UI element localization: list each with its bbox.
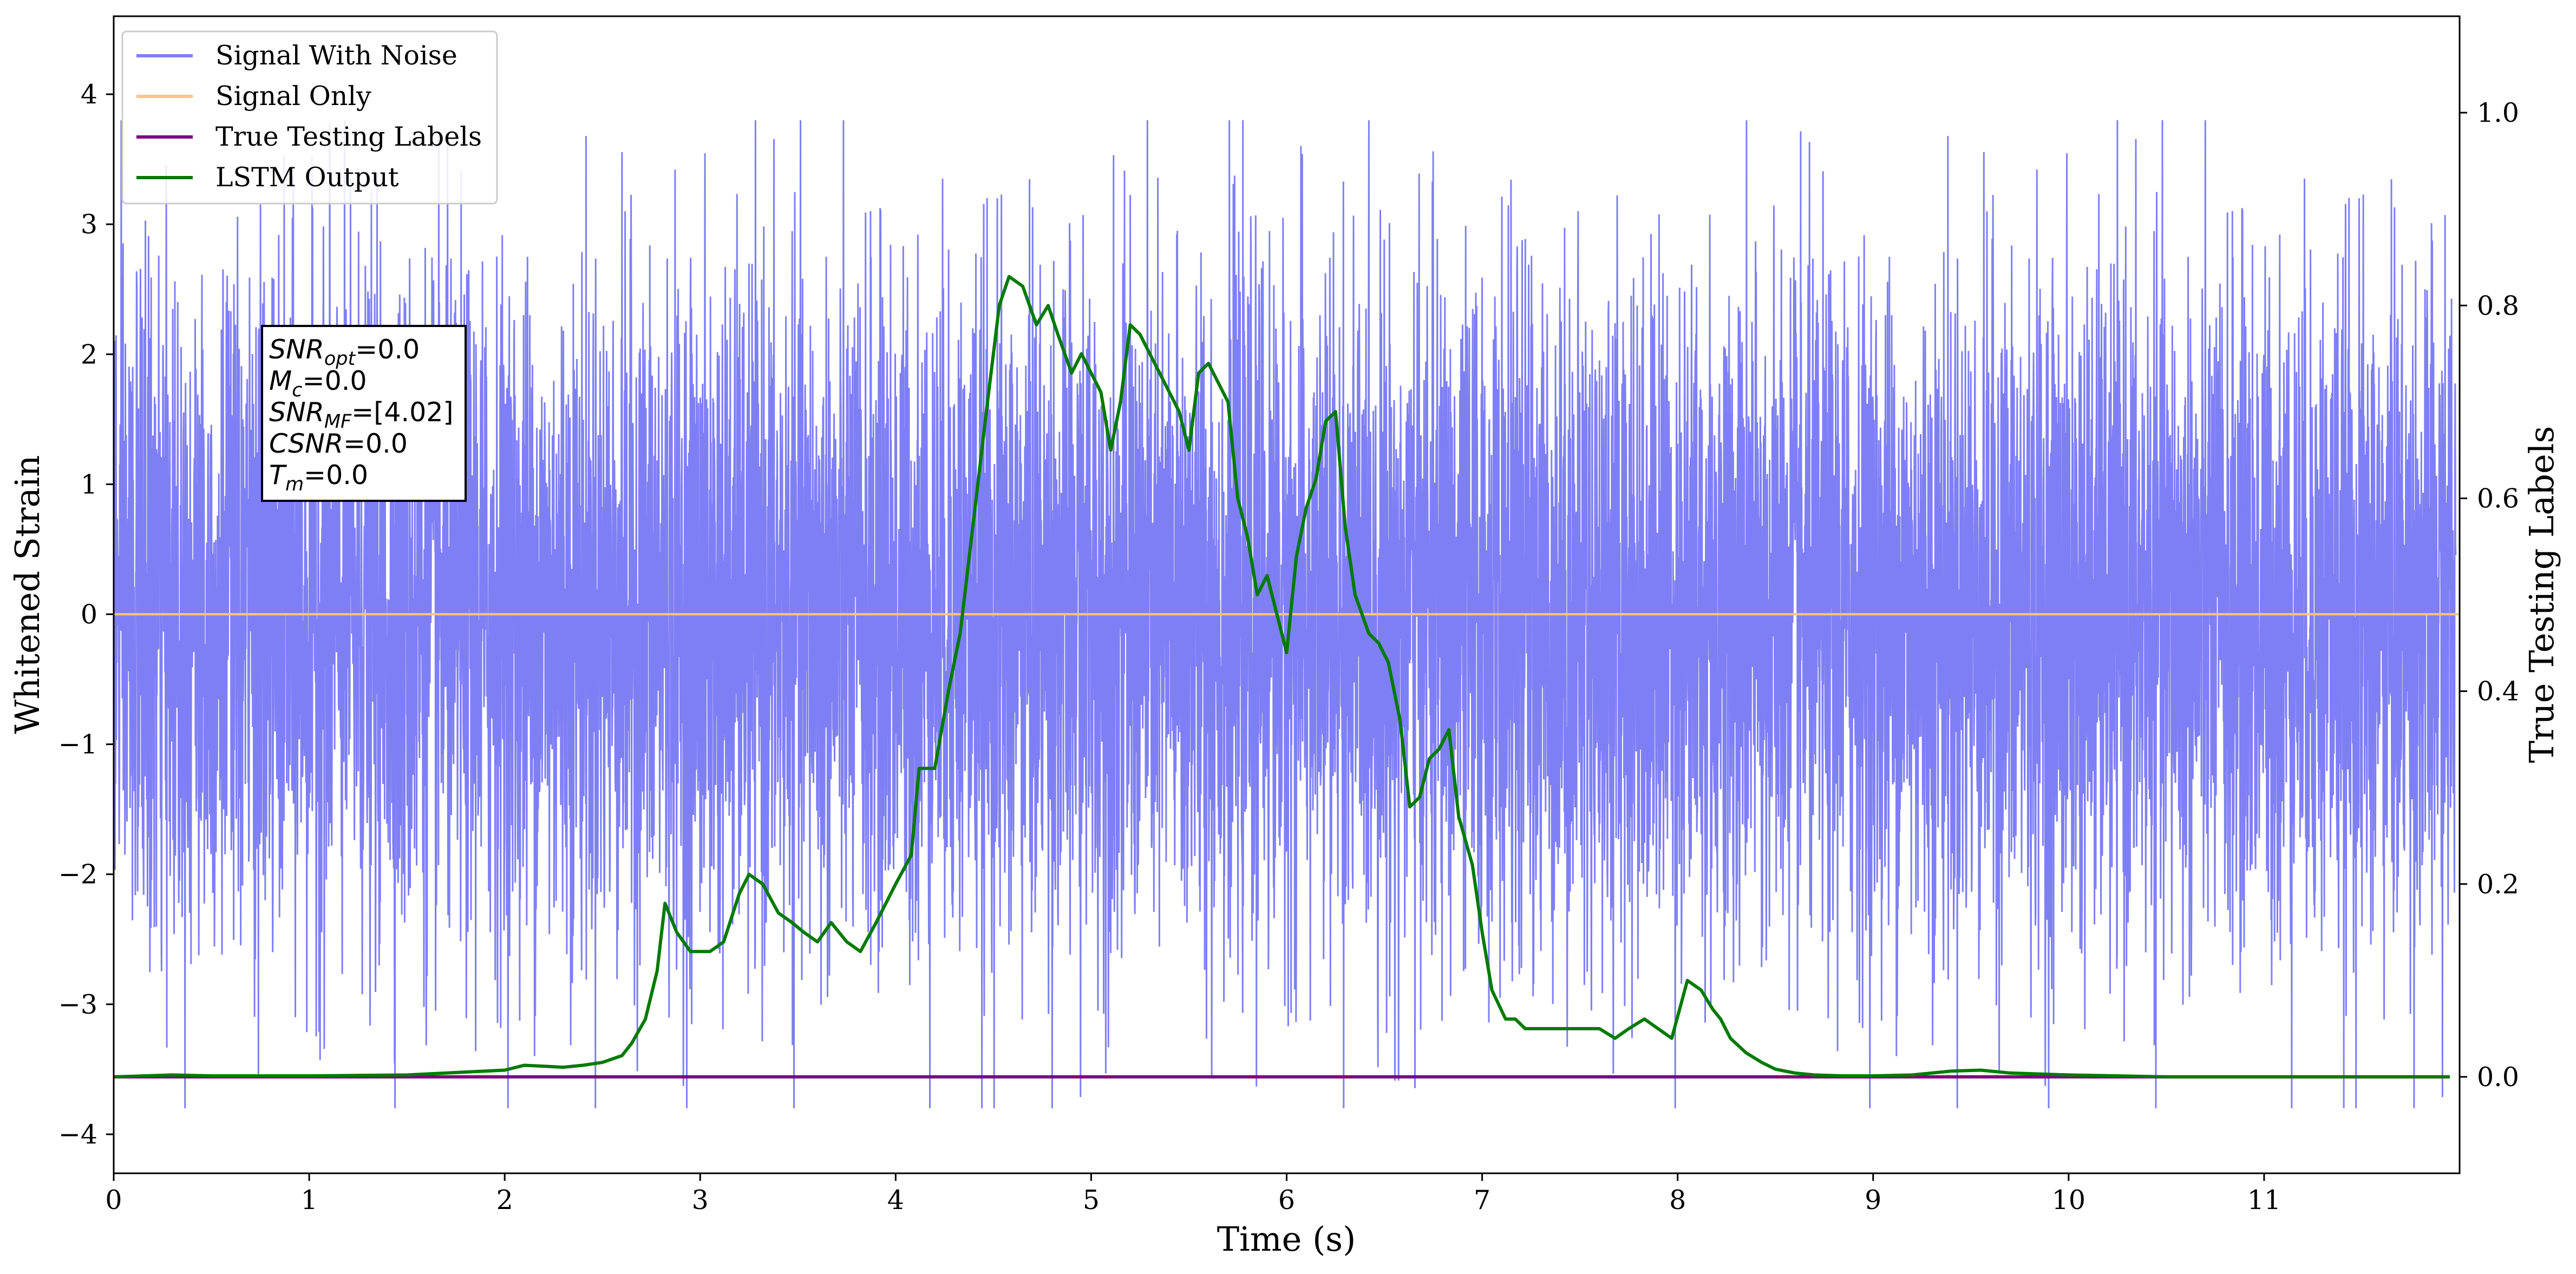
- annotation-line: SNRMF=[4.02]: [269, 397, 454, 433]
- annotation-box: SNRopt=0.0Mc=0.0SNRMF=[4.02]CSNR=0.0Tm=0…: [261, 325, 467, 502]
- x-tick-label: 8: [1669, 1185, 1686, 1216]
- legend: Signal With Noise Signal Only True Testing…: [121, 30, 498, 205]
- x-tick-label: 10: [2052, 1185, 2085, 1216]
- x-tick-label: 3: [692, 1185, 709, 1216]
- series-line-signal-with-noise: [113, 120, 2457, 1108]
- y-tick-label: 2: [81, 339, 97, 370]
- legend-label: Signal With Noise: [215, 40, 457, 71]
- y-tick-label: 0: [81, 599, 97, 630]
- y2-tick-label: 0.6: [2477, 483, 2519, 514]
- y-axis-right: 0.0 0.2 0.4 0.6 0.8 1.0: [2460, 97, 2519, 1093]
- y2-tick-label: 0.8: [2477, 290, 2519, 321]
- legend-label: LSTM Output: [215, 162, 399, 193]
- legend-label: True Testing Labels: [215, 121, 482, 152]
- x-tick-label: 4: [887, 1185, 904, 1216]
- y-tick-label: 1: [81, 469, 97, 500]
- y-tick-label: −3: [58, 989, 97, 1020]
- y2-tick-label: 1.0: [2477, 97, 2519, 128]
- x-tick-label: 5: [1083, 1185, 1100, 1216]
- annotation-line: SNRopt=0.0: [269, 334, 420, 370]
- y-axis-title: Whitened Strain: [8, 455, 47, 734]
- x-tick-label: 11: [2247, 1185, 2281, 1216]
- y-tick-label: 3: [81, 209, 97, 240]
- y-tick-label: −1: [58, 729, 97, 760]
- y2-tick-label: 0.4: [2477, 676, 2519, 707]
- x-tick-label: 6: [1278, 1185, 1295, 1216]
- x-tick-label: 2: [496, 1185, 513, 1216]
- legend-label: Signal Only: [215, 81, 371, 112]
- x-tick-label: 7: [1474, 1185, 1490, 1216]
- annotation-line: Mc=0.0: [269, 365, 367, 401]
- y-tick-label: −2: [58, 859, 97, 890]
- signal-with-noise-series: [113, 120, 2457, 1108]
- y2-axis-title: True Testing Labels: [2522, 426, 2561, 763]
- series-line-lstm-output: [113, 275, 2450, 1079]
- y-tick-label: −4: [58, 1119, 97, 1150]
- annotation-line: CSNR=0.0: [269, 428, 408, 459]
- x-tick-label: 0: [105, 1185, 122, 1216]
- y2-tick-label: 0.0: [2477, 1062, 2519, 1093]
- series-lines: [113, 275, 2460, 1079]
- x-tick-label: 9: [1865, 1185, 1881, 1216]
- y2-tick-label: 0.2: [2477, 869, 2519, 900]
- y-axis-left: −4 −3 −2 −1 0 1 2 3 4: [58, 79, 114, 1150]
- annotation-line: Tm=0.0: [269, 460, 368, 495]
- x-axis-title: Time (s): [1217, 1219, 1356, 1259]
- x-axis: 0 1 2 3 4 5 6 7 8 9 10 11: [105, 1173, 2281, 1216]
- y-tick-label: 4: [81, 79, 97, 110]
- x-tick-label: 1: [300, 1185, 317, 1216]
